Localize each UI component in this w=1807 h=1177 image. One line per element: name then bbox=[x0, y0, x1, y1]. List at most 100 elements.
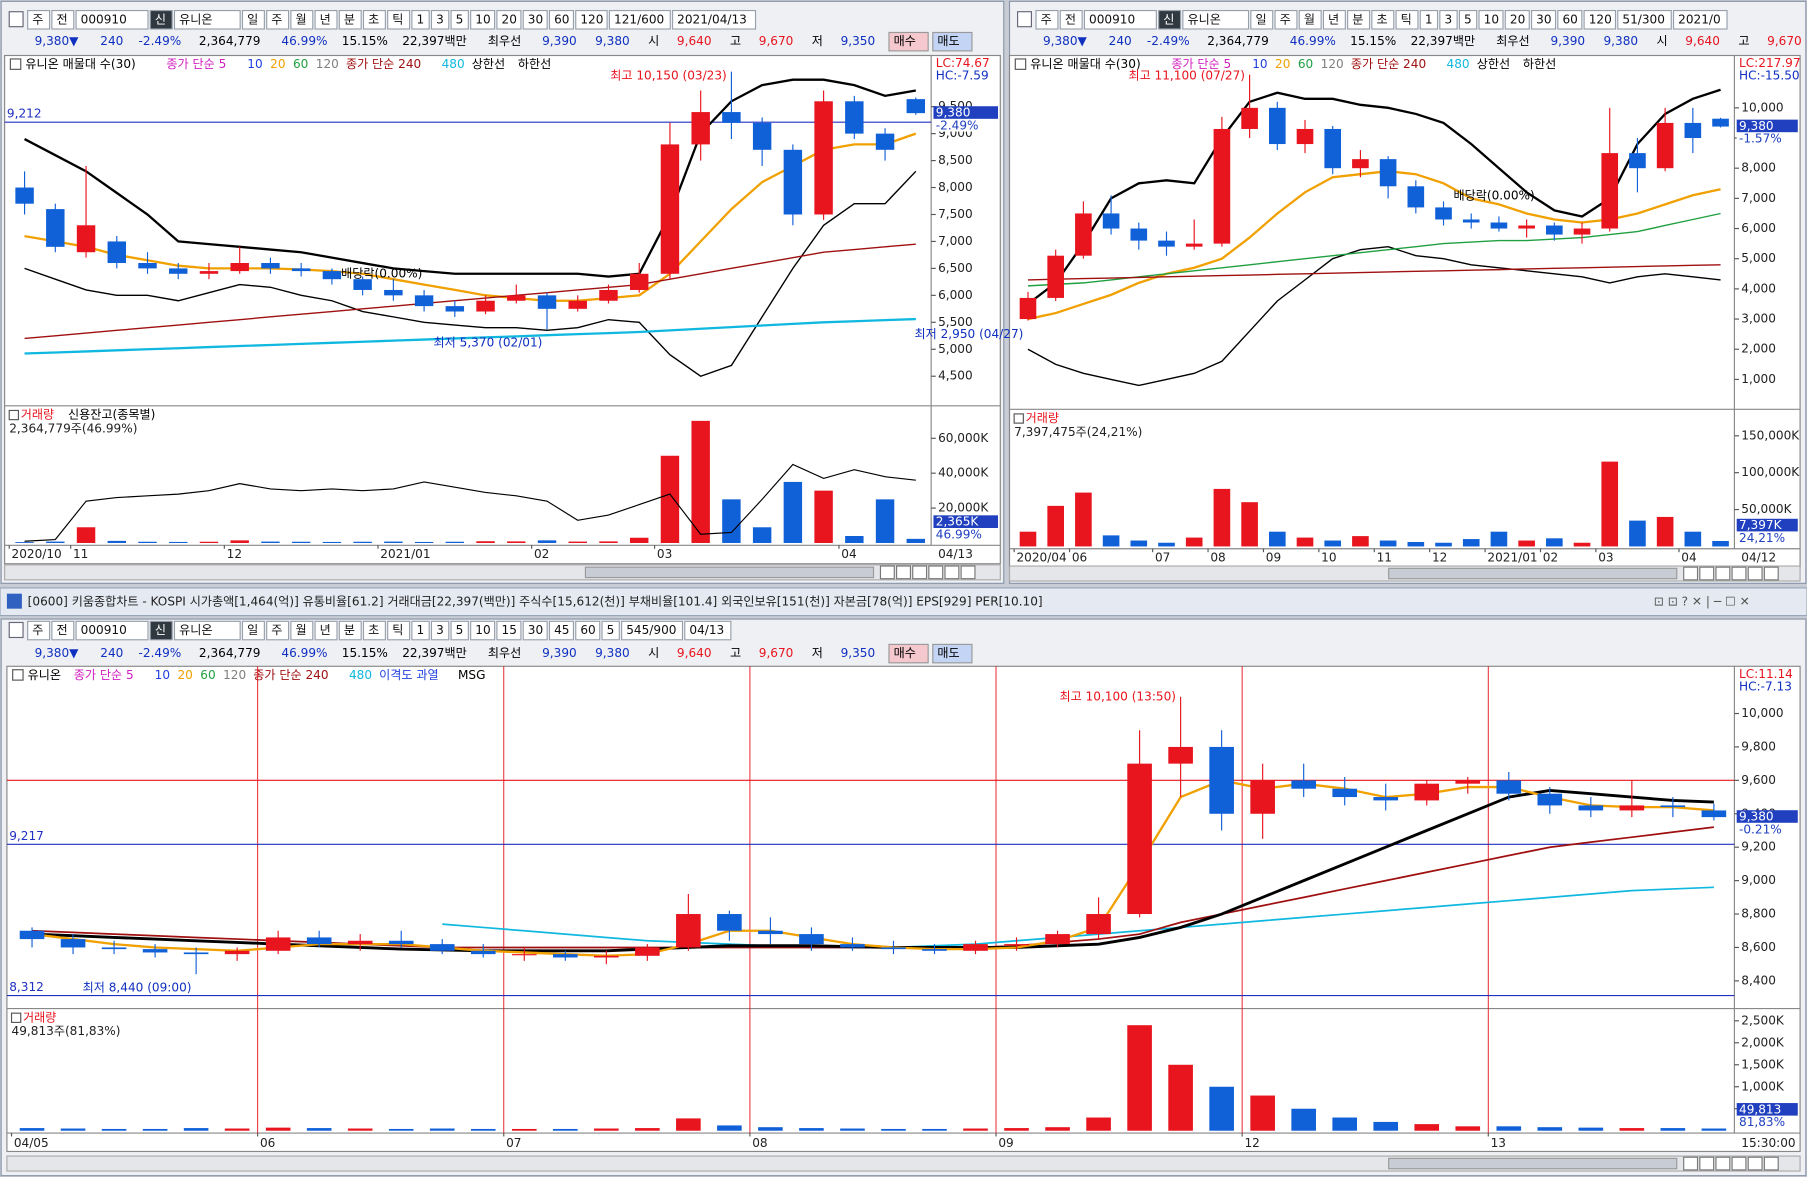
toolbar-label[interactable]: 2021/04/13 bbox=[677, 12, 747, 26]
toolbar-label[interactable]: 121/600 bbox=[614, 12, 664, 26]
toolbar-button[interactable] bbox=[51, 9, 75, 30]
toolbar-label[interactable]: 일 bbox=[247, 12, 258, 26]
toolbar-button[interactable] bbox=[241, 620, 265, 641]
scroll-button[interactable] bbox=[960, 565, 976, 580]
toolbar-label[interactable]: 10 bbox=[475, 12, 490, 26]
toolbar-label[interactable]: 5 bbox=[456, 623, 464, 637]
toolbar-label[interactable]: 분 bbox=[344, 623, 355, 637]
toolbar-label[interactable]: 분 bbox=[344, 12, 355, 26]
toolbar-label[interactable]: 전 bbox=[56, 12, 67, 26]
scroll-button[interactable] bbox=[879, 565, 895, 580]
toolbar-label[interactable]: 51/300 bbox=[1622, 12, 1665, 26]
toolbar-button[interactable] bbox=[470, 9, 496, 30]
toolbar-button[interactable] bbox=[1322, 9, 1346, 30]
scroll-thumb[interactable] bbox=[584, 566, 875, 579]
toolbar-label[interactable]: 틱 bbox=[392, 623, 403, 637]
toolbar-label[interactable]: 60 bbox=[580, 623, 595, 637]
toolbar-button[interactable] bbox=[496, 9, 522, 30]
toolbar-label[interactable]: 주 bbox=[1041, 12, 1052, 26]
toolbar-button[interactable] bbox=[1504, 9, 1530, 30]
toolbar-label[interactable]: 유니온 bbox=[1187, 12, 1220, 26]
toolbar-label[interactable]: 20 bbox=[1510, 12, 1525, 26]
toolbar-button[interactable] bbox=[1617, 9, 1672, 30]
quote-field[interactable]: 매수 bbox=[894, 646, 916, 660]
toolbar-button[interactable] bbox=[241, 9, 265, 30]
toolbar-button[interactable] bbox=[671, 9, 757, 30]
toolbar-button[interactable] bbox=[1583, 9, 1617, 30]
toolbar-button[interactable] bbox=[575, 9, 608, 30]
toolbar-button[interactable] bbox=[430, 620, 450, 641]
scroll-button[interactable] bbox=[1699, 566, 1715, 581]
toolbar-button[interactable] bbox=[1478, 9, 1504, 30]
toolbar-label[interactable]: 분 bbox=[1352, 12, 1363, 26]
toolbar-label[interactable]: 30 bbox=[1536, 12, 1551, 26]
toolbar-label[interactable]: 주 bbox=[32, 623, 43, 637]
toolbar-button[interactable] bbox=[601, 620, 620, 641]
toolbar-label[interactable]: 3 bbox=[436, 12, 444, 26]
window-controls[interactable]: ⊡ ⊡ ? ✕ | ─ ☐ ✕ bbox=[1654, 594, 1750, 608]
quote-field[interactable]: 매도 bbox=[937, 646, 959, 660]
toolbar-button[interactable] bbox=[387, 9, 411, 30]
toolbar-label[interactable]: 틱 bbox=[1401, 12, 1412, 26]
toolbar-label[interactable]: 1 bbox=[416, 12, 424, 26]
order-button[interactable] bbox=[932, 31, 973, 52]
toolbar-label[interactable]: 20 bbox=[502, 12, 517, 26]
toolbar-label[interactable]: 000910 bbox=[81, 623, 127, 637]
toolbar-button[interactable] bbox=[173, 9, 241, 30]
toolbar-label[interactable]: 신 bbox=[1163, 12, 1174, 26]
toolbar-button[interactable] bbox=[1439, 9, 1458, 30]
toolbar-label[interactable]: 2021/0 bbox=[1678, 12, 1721, 26]
toolbar-button[interactable] bbox=[450, 620, 469, 641]
toolbar-button[interactable] bbox=[548, 9, 575, 30]
toolbar-button[interactable] bbox=[266, 9, 290, 30]
toolbar-label[interactable]: 년 bbox=[1328, 12, 1339, 26]
toolbar-label[interactable]: 신 bbox=[155, 623, 166, 637]
toolbar-button[interactable] bbox=[411, 620, 430, 641]
scroll-button[interactable] bbox=[1699, 1156, 1715, 1171]
toolbar-label[interactable]: 주 bbox=[271, 623, 282, 637]
toolbar-button[interactable] bbox=[522, 9, 548, 30]
toolbar-label[interactable]: 초 bbox=[368, 623, 379, 637]
toolbar-label[interactable]: 초 bbox=[368, 12, 379, 26]
toolbar-button[interactable] bbox=[173, 620, 241, 641]
scroll-button[interactable] bbox=[1747, 566, 1763, 581]
toolbar-button[interactable] bbox=[266, 620, 290, 641]
toolbar-button[interactable] bbox=[1419, 9, 1439, 30]
toolbar-button[interactable] bbox=[470, 620, 496, 641]
toolbar-label[interactable]: 1 bbox=[1425, 12, 1433, 26]
toolbar-label[interactable]: 5 bbox=[456, 12, 464, 26]
toolbar-label[interactable]: 년 bbox=[320, 12, 331, 26]
toolbar-button[interactable] bbox=[27, 9, 51, 30]
toolbar-label[interactable]: 1 bbox=[416, 623, 424, 637]
toolbar-button[interactable] bbox=[1672, 9, 1728, 30]
scroll-button[interactable] bbox=[1683, 1156, 1699, 1171]
toolbar-button[interactable] bbox=[75, 620, 149, 641]
toolbar-label[interactable]: 3 bbox=[1444, 12, 1452, 26]
toolbar-button[interactable] bbox=[314, 9, 338, 30]
toolbar-label[interactable]: 5 bbox=[1464, 12, 1472, 26]
toolbar-button[interactable] bbox=[1158, 9, 1182, 30]
toolbar-label[interactable]: 신 bbox=[155, 12, 166, 26]
menu-icon[interactable] bbox=[1017, 11, 1032, 28]
toolbar-button[interactable] bbox=[1035, 9, 1059, 30]
scroll-track[interactable] bbox=[6, 1155, 1801, 1172]
toolbar-button[interactable] bbox=[314, 620, 338, 641]
toolbar-button[interactable] bbox=[684, 620, 732, 641]
toolbar-button[interactable] bbox=[1250, 9, 1274, 30]
toolbar-button[interactable] bbox=[548, 620, 575, 641]
scroll-button[interactable] bbox=[928, 565, 944, 580]
scroll-button[interactable] bbox=[1715, 566, 1731, 581]
toolbar-label[interactable]: 000910 bbox=[1089, 12, 1135, 26]
toolbar-label[interactable]: 60 bbox=[1562, 12, 1577, 26]
toolbar-label[interactable]: 120 bbox=[1589, 12, 1612, 26]
toolbar-button[interactable] bbox=[362, 620, 386, 641]
toolbar-button[interactable] bbox=[290, 620, 314, 641]
toolbar-label[interactable]: 전 bbox=[1065, 12, 1076, 26]
toolbar-button[interactable] bbox=[290, 9, 314, 30]
toolbar-label[interactable]: 틱 bbox=[392, 12, 403, 26]
toolbar-label[interactable]: 월 bbox=[295, 623, 306, 637]
toolbar-button[interactable] bbox=[362, 9, 386, 30]
toolbar-label[interactable]: 5 bbox=[607, 623, 615, 637]
toolbar-label[interactable]: 000910 bbox=[81, 12, 127, 26]
scroll-button[interactable] bbox=[1763, 1156, 1779, 1171]
